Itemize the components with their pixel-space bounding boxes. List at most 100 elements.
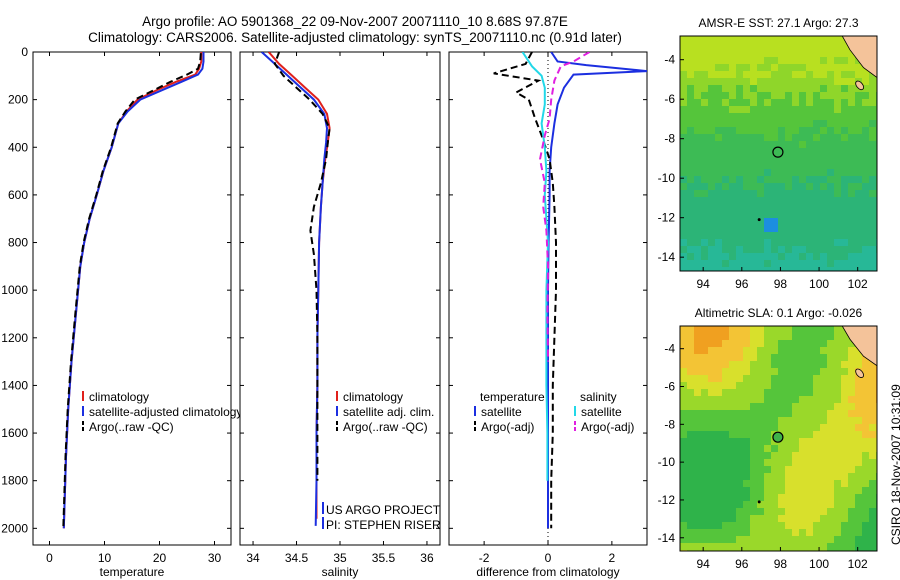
map-cell — [827, 71, 835, 79]
map-cell — [694, 459, 702, 467]
map-cell — [834, 134, 842, 142]
map-cell — [750, 141, 758, 149]
map-cell — [855, 211, 863, 219]
map-cell — [715, 225, 723, 233]
map-cell — [862, 99, 870, 107]
map-cell — [820, 57, 828, 65]
map-cell — [820, 410, 828, 418]
legend-label: Argo(..raw -QC) — [89, 420, 174, 434]
map-cell — [792, 197, 800, 205]
map-cell — [841, 543, 849, 551]
map-cell — [841, 494, 849, 502]
map-cell — [869, 508, 877, 516]
map-cell — [743, 267, 751, 271]
map-cell — [841, 43, 849, 51]
map-cell — [708, 106, 716, 114]
map-cell — [722, 466, 730, 474]
map-cell — [715, 508, 723, 516]
map-cell — [687, 347, 695, 355]
map-cell — [841, 438, 849, 446]
map-cell — [806, 445, 814, 453]
map-cell — [680, 225, 688, 233]
map-cell — [750, 347, 758, 355]
map-cell — [792, 162, 800, 170]
map-cell — [827, 522, 835, 530]
map-cell — [820, 459, 828, 467]
map-cell — [764, 536, 772, 544]
map-cell — [778, 99, 786, 107]
map-cell — [862, 155, 870, 163]
map-cell — [855, 134, 863, 142]
map-cell — [680, 361, 688, 369]
map-cell — [848, 431, 856, 439]
map-cell — [757, 162, 765, 170]
map-cell — [722, 452, 730, 460]
map-cell — [729, 225, 737, 233]
map-cell — [701, 529, 709, 537]
island-dot — [757, 218, 761, 222]
map-cell — [862, 246, 870, 254]
map-cell — [778, 92, 786, 100]
map-cell — [680, 50, 688, 58]
map-cell — [764, 197, 772, 205]
map-cell — [736, 253, 744, 261]
map-cell — [834, 260, 842, 268]
map-cell — [722, 424, 730, 432]
map-cell — [869, 176, 877, 184]
map-cell — [799, 410, 807, 418]
map-cell — [785, 389, 793, 397]
map-cell — [764, 354, 772, 362]
map-cell — [799, 501, 807, 509]
map-cell — [750, 218, 758, 226]
map-cell — [701, 225, 709, 233]
map-cell — [729, 494, 737, 502]
map-cell — [813, 459, 821, 467]
map-cell — [715, 120, 723, 128]
map-cell — [757, 204, 765, 212]
map-cell — [792, 218, 800, 226]
sst-map-panel: AMSR-E SST: 27.1 Argo: 27.394 96 98 100 102-… — [658, 16, 878, 291]
map-cell — [715, 466, 723, 474]
map-cell — [694, 148, 702, 156]
map-cell — [834, 389, 842, 397]
map-cell — [771, 64, 779, 72]
map-cell — [799, 480, 807, 488]
map-cell — [862, 190, 870, 198]
map-cell — [694, 529, 702, 537]
map-cell — [848, 522, 856, 530]
map-cell — [869, 239, 877, 247]
map-cell — [827, 190, 835, 198]
map-cell — [827, 438, 835, 446]
map-cell — [799, 431, 807, 439]
map-cell — [701, 375, 709, 383]
map-cell — [708, 176, 716, 184]
map-cell — [757, 267, 765, 271]
map-cell — [806, 410, 814, 418]
map-cell — [841, 508, 849, 516]
map-cell — [750, 508, 758, 516]
map-cell — [743, 354, 751, 362]
map-cell — [785, 494, 793, 502]
x-tick-label: 34.5 — [285, 551, 309, 565]
map-cell — [869, 120, 877, 128]
map-cell — [764, 253, 772, 261]
map-cell — [820, 522, 828, 530]
map-cell — [743, 431, 751, 439]
salinity-panel: 34 34.5 35 35.5 36salinityclimatologysatelli… — [239, 51, 441, 579]
map-cell — [813, 522, 821, 530]
map-cell — [764, 127, 772, 135]
map-cell — [869, 127, 877, 135]
map-cell — [862, 396, 870, 404]
map-cell — [841, 211, 849, 219]
map-cell — [680, 543, 688, 551]
map-cell — [848, 501, 856, 509]
map-cell — [771, 43, 779, 51]
map-cell — [715, 162, 723, 170]
map-cell — [848, 529, 856, 537]
map-cell — [708, 326, 716, 334]
map-cell — [722, 57, 730, 65]
map-cell — [827, 529, 835, 537]
map-cell — [736, 204, 744, 212]
x-axis-label: temperature — [100, 565, 165, 579]
